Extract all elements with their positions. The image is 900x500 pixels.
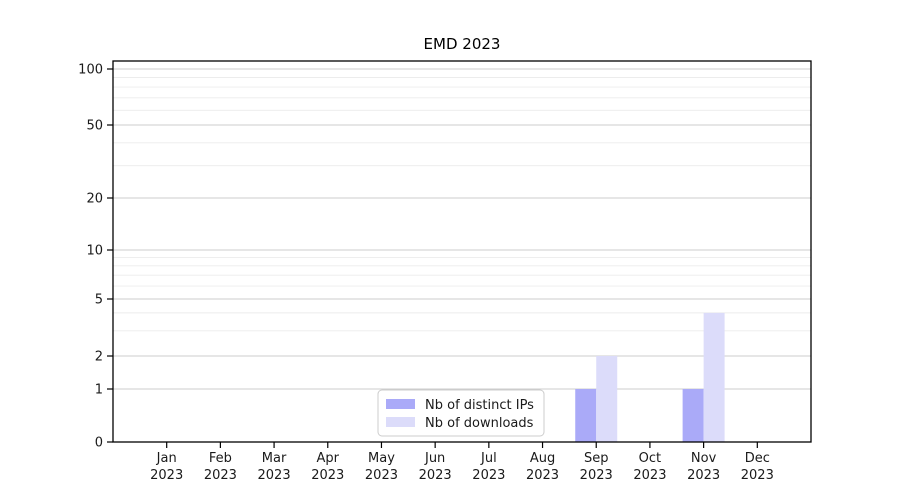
y-tick-label-50: 50 — [86, 119, 103, 134]
bar-nb-of-downloads-sep — [596, 356, 618, 442]
x-tick-year-label-aug: 2023 — [526, 468, 559, 483]
x-tick-label-feb: Feb — [209, 451, 232, 466]
x-tick-label-aug: Aug — [530, 451, 555, 466]
x-tick-year-label-nov: 2023 — [687, 468, 720, 483]
x-tick-year-label-dec: 2023 — [741, 468, 774, 483]
y-tick-label-0: 0 — [95, 436, 103, 451]
legend-swatch-nb-of-distinct-ips — [386, 399, 415, 409]
x-tick-label-sep: Sep — [584, 451, 609, 466]
y-tick-label-2: 2 — [95, 350, 103, 365]
y-tick-label-100: 100 — [78, 63, 103, 78]
x-tick-year-label-mar: 2023 — [258, 468, 291, 483]
x-tick-label-jun: Jun — [424, 451, 445, 466]
bar-nb-of-distinct-ips-nov — [682, 389, 704, 442]
x-tick-label-apr: Apr — [317, 451, 340, 466]
plot-frame — [112, 60, 812, 443]
legend-label-nb-of-distinct-ips: Nb of distinct IPs — [425, 398, 534, 413]
x-tick-label-jan: Jan — [156, 451, 177, 466]
x-tick-year-label-sep: 2023 — [580, 468, 613, 483]
x-tick-year-label-jan: 2023 — [150, 468, 183, 483]
y-tick-label-20: 20 — [86, 192, 103, 207]
x-tick-year-label-jun: 2023 — [419, 468, 452, 483]
x-tick-label-oct: Oct — [639, 451, 661, 466]
legend-label-nb-of-downloads: Nb of downloads — [425, 416, 534, 431]
y-tick-label-5: 5 — [95, 293, 103, 308]
x-tick-label-nov: Nov — [691, 451, 717, 466]
bar-nb-of-downloads-nov — [703, 312, 725, 442]
legend-swatch-nb-of-downloads — [386, 417, 415, 427]
x-tick-year-label-feb: 2023 — [204, 468, 237, 483]
x-tick-label-may: May — [368, 451, 395, 466]
x-tick-year-label-may: 2023 — [365, 468, 398, 483]
y-tick-label-1: 1 — [95, 383, 103, 398]
x-tick-year-label-apr: 2023 — [311, 468, 344, 483]
x-tick-label-dec: Dec — [745, 451, 770, 466]
x-tick-label-mar: Mar — [262, 451, 287, 466]
chart-title: EMD 2023 — [423, 35, 501, 53]
y-tick-label-10: 10 — [86, 244, 103, 259]
x-tick-label-jul: Jul — [480, 451, 497, 466]
x-tick-year-label-oct: 2023 — [633, 468, 666, 483]
x-tick-year-label-jul: 2023 — [472, 468, 505, 483]
bar-nb-of-distinct-ips-sep — [575, 389, 597, 442]
legend-box — [377, 389, 545, 437]
